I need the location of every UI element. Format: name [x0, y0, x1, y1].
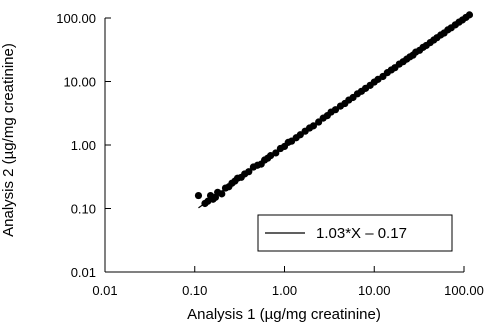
x-tick-label: 0.01 [92, 283, 117, 298]
data-point [245, 168, 253, 176]
x-tick-label: 1.00 [272, 283, 297, 298]
data-point [194, 191, 203, 200]
data-point [309, 122, 318, 130]
x-tick-label: 100.00 [444, 283, 484, 298]
y-axis-title: Analysis 2 (µg/mg creatinine) [0, 43, 17, 237]
x-tick-label: 10.00 [358, 283, 391, 298]
data-points [194, 11, 474, 208]
axes: 0.01 0.10 1.00 10.00 100.00 0.01 0.10 1.00 10.00… [56, 11, 484, 298]
y-tick-label: 1.00 [71, 138, 96, 153]
y-tick-label: 0.10 [71, 202, 96, 217]
x-tick-label: 0.10 [182, 283, 207, 298]
data-point [272, 149, 280, 157]
legend-label: 1.03*X – 0.17 [316, 225, 407, 242]
y-tick-label: 10.00 [63, 75, 96, 90]
x-axis-title: Analysis 1 (µg/mg creatinine) [187, 306, 381, 323]
data-point [465, 11, 474, 19]
legend: 1.03*X – 0.17 [257, 214, 453, 252]
y-tick-label: 100.00 [56, 11, 96, 26]
data-point [218, 190, 226, 198]
y-tick-label: 0.01 [71, 265, 96, 280]
data-point [331, 106, 340, 114]
